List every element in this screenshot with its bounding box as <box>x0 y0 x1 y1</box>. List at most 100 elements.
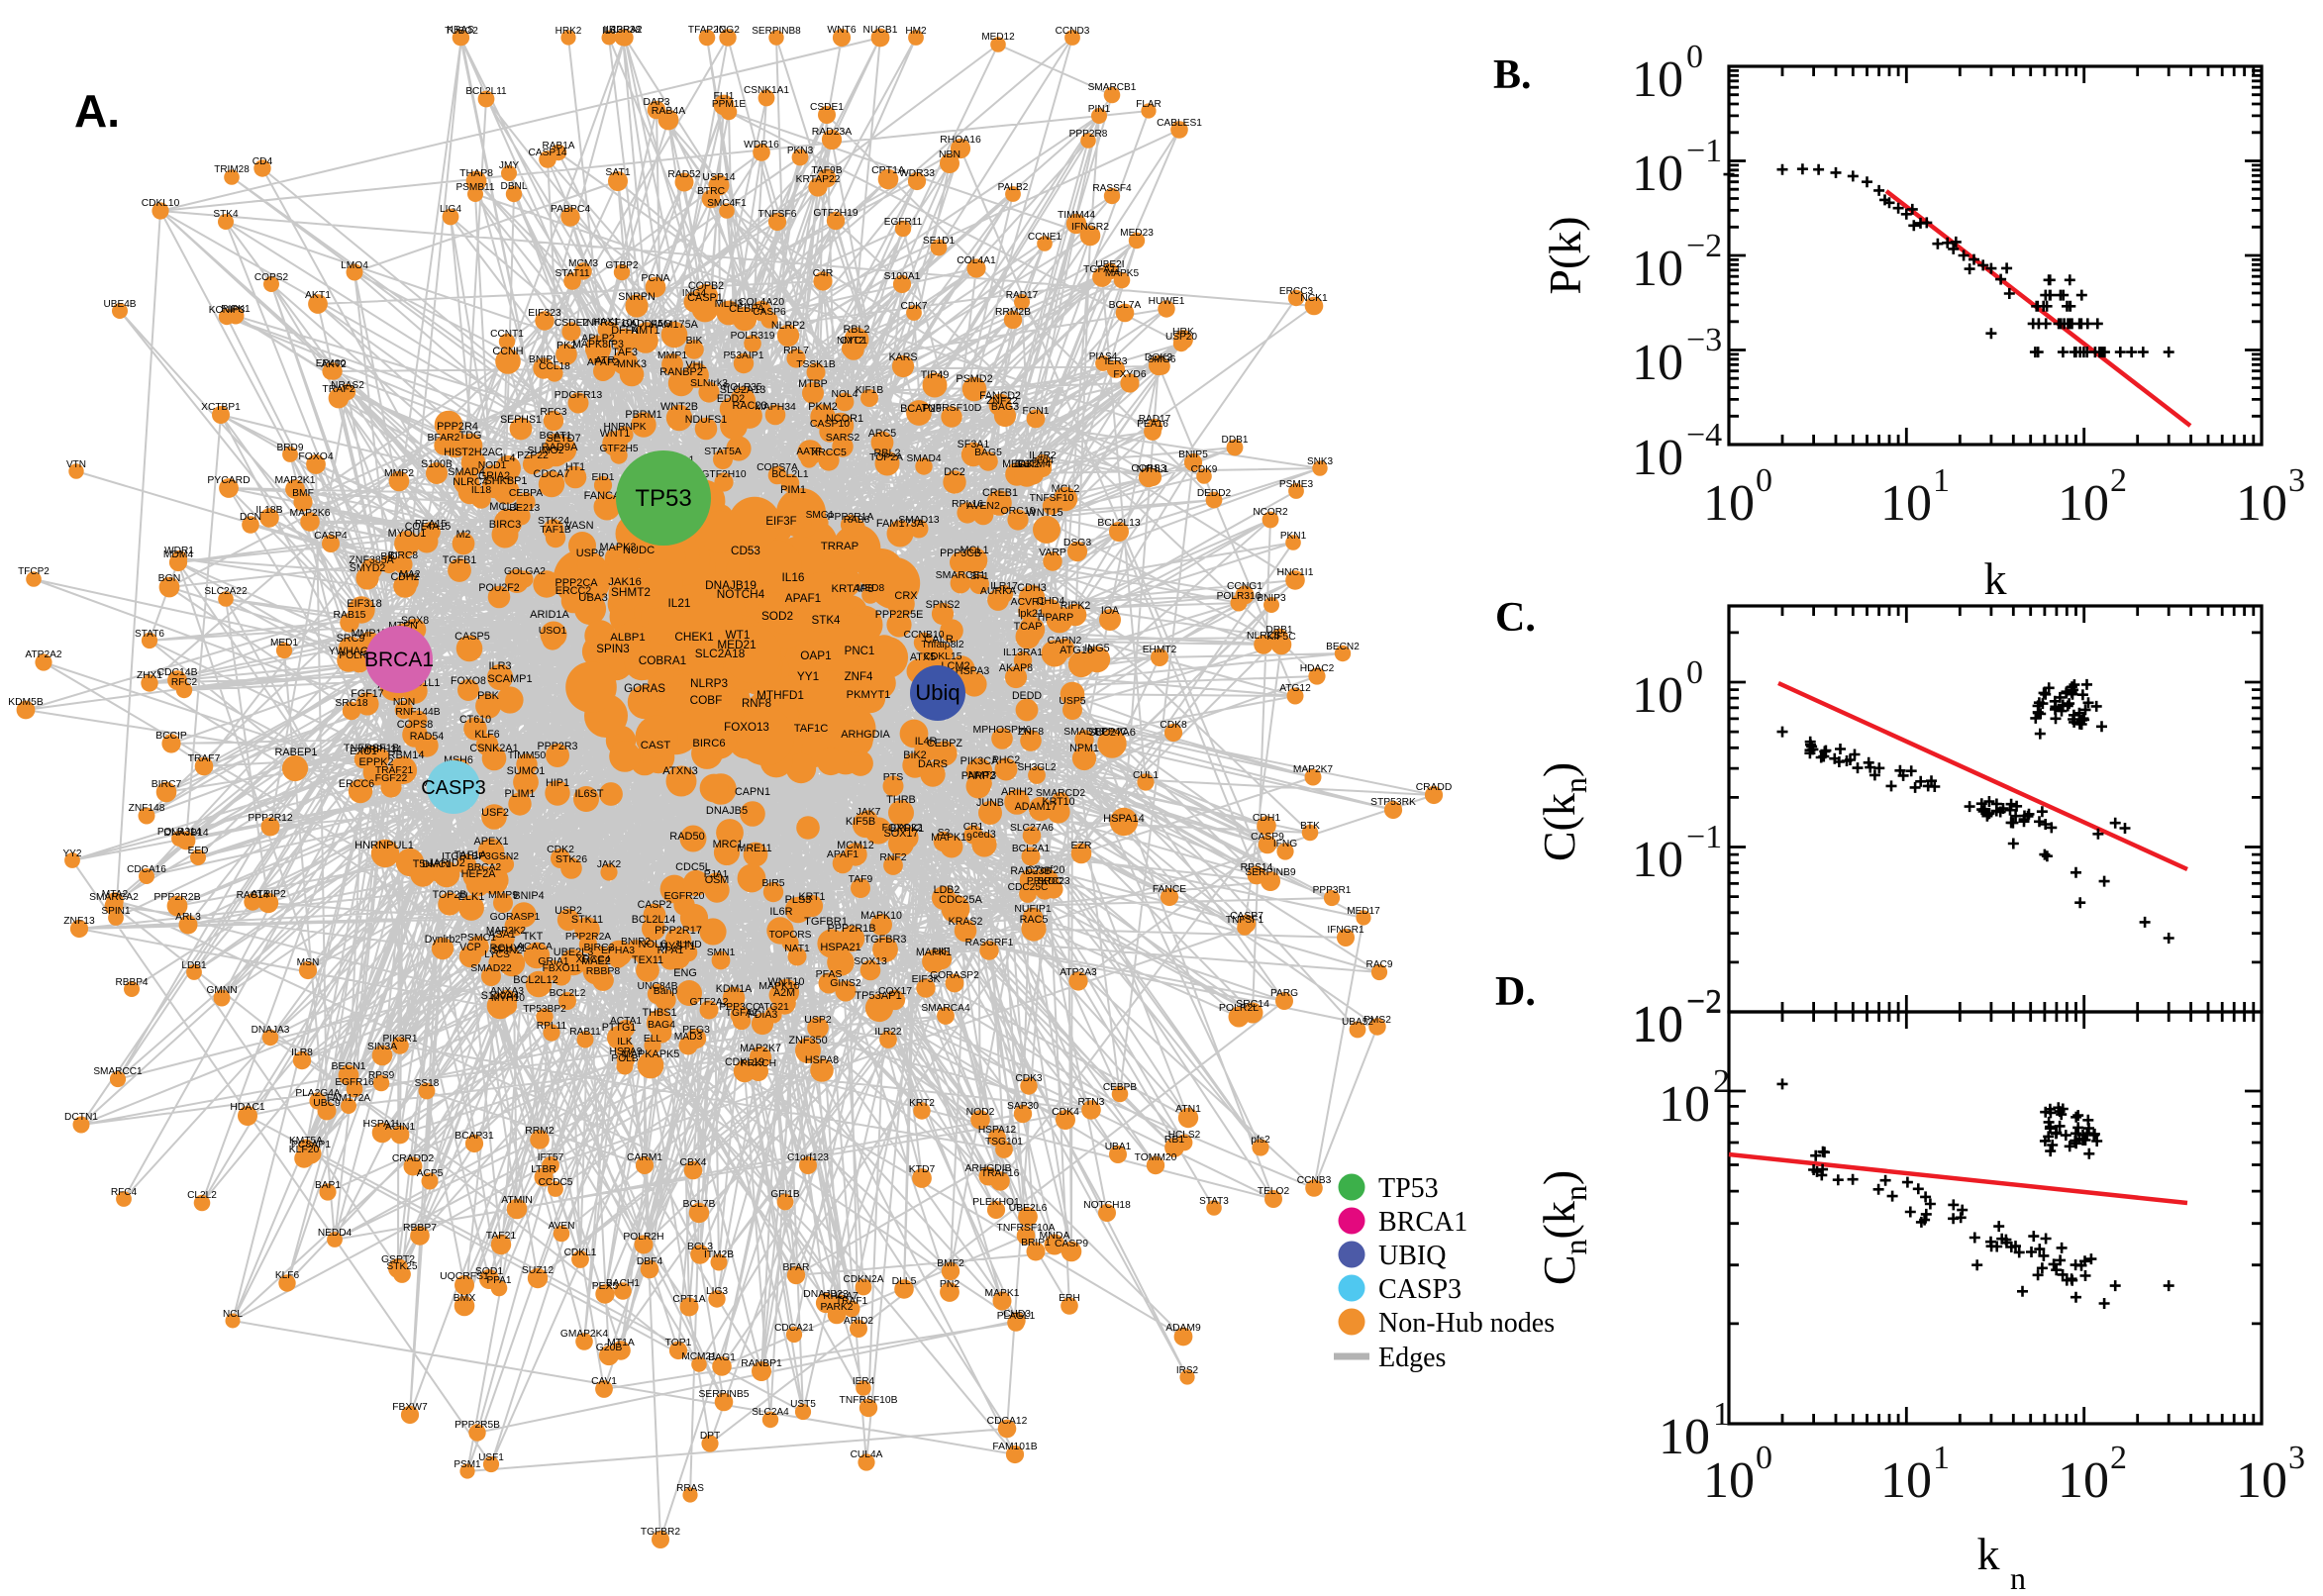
svg-text:DAP3: DAP3 <box>644 97 670 108</box>
svg-text:HNC1I1: HNC1I1 <box>1277 567 1314 578</box>
svg-text:POLR2C: POLR2C <box>339 650 380 661</box>
svg-text:MAP2K2: MAP2K2 <box>486 926 527 937</box>
svg-text:PSMC1: PSMC1 <box>460 932 496 944</box>
svg-text:−2: −2 <box>1686 984 1722 1021</box>
svg-text:THRB: THRB <box>886 794 916 806</box>
svg-text:MSN: MSN <box>297 957 320 968</box>
svg-text:ALBP1: ALBP1 <box>610 632 645 644</box>
svg-text:STK24: STK24 <box>538 515 569 527</box>
svg-text:UBE2L3: UBE2L3 <box>554 947 594 958</box>
svg-text:A2M: A2M <box>773 987 795 999</box>
svg-text:JAK2: JAK2 <box>1014 458 1040 470</box>
svg-text:MRE11: MRE11 <box>737 843 771 854</box>
svg-text:SOX17: SOX17 <box>883 828 918 840</box>
svg-text:Banp: Banp <box>654 985 678 997</box>
svg-text:BCL7A: BCL7A <box>1109 300 1142 311</box>
svg-text:PEA16: PEA16 <box>1137 419 1168 430</box>
svg-text:NOD2: NOD2 <box>966 1107 995 1118</box>
svg-text:PSMB11: PSMB11 <box>455 182 494 193</box>
svg-text:SS18: SS18 <box>415 1078 440 1089</box>
svg-text:PIAS4: PIAS4 <box>1089 351 1118 362</box>
svg-text:SAT1: SAT1 <box>605 167 630 178</box>
svg-text:CRADD: CRADD <box>1416 782 1453 793</box>
svg-text:GSN2: GSN2 <box>491 851 519 862</box>
svg-text:NCK1: NCK1 <box>1300 293 1328 304</box>
svg-text:2: 2 <box>1713 1063 1730 1100</box>
svg-text:−1: −1 <box>1686 133 1722 169</box>
svg-text:CASP7: CASP7 <box>1230 911 1263 922</box>
svg-text:PYCARD: PYCARD <box>207 475 250 486</box>
svg-text:FBXO11: FBXO11 <box>543 963 581 974</box>
svg-text:PRKDC: PRKDC <box>1027 876 1063 887</box>
svg-text:BRCA1: BRCA1 <box>364 648 434 671</box>
svg-text:PTS: PTS <box>883 771 903 783</box>
svg-text:SPIN2: SPIN2 <box>491 945 522 956</box>
svg-text:JAK16: JAK16 <box>608 576 642 588</box>
svg-text:BMF: BMF <box>292 488 314 499</box>
svg-text:TP53AP1: TP53AP1 <box>855 990 901 1002</box>
svg-text:BNIP2: BNIP2 <box>621 937 651 948</box>
svg-text:TNFSF6: TNFSF6 <box>758 209 797 220</box>
svg-text:BNIP5: BNIP5 <box>1178 449 1208 460</box>
svg-text:CSDE1: CSDE1 <box>810 102 844 113</box>
svg-text:MDM4: MDM4 <box>163 549 194 560</box>
svg-text:SUMO1: SUMO1 <box>507 765 546 777</box>
svg-text:RPL11: RPL11 <box>537 1021 567 1032</box>
svg-text:MCM21: MCM21 <box>681 1351 717 1362</box>
svg-text:CDKN2A: CDKN2A <box>844 1274 884 1285</box>
svg-text:UBE2I: UBE2I <box>1095 259 1124 270</box>
svg-text:CDK3: CDK3 <box>1015 1073 1043 1084</box>
svg-text:LMO4: LMO4 <box>341 260 368 271</box>
svg-text:2: 2 <box>2110 1440 2127 1476</box>
svg-text:COBF: COBF <box>690 693 723 707</box>
svg-text:SPIN1: SPIN1 <box>101 906 131 917</box>
svg-text:HEF2A: HEF2A <box>461 868 497 880</box>
svg-text:CR1: CR1 <box>963 822 984 833</box>
svg-text:RTN3: RTN3 <box>1078 1097 1105 1108</box>
svg-text:MED23: MED23 <box>1120 228 1154 239</box>
svg-text:UBE4B: UBE4B <box>103 299 136 310</box>
svg-text:MYST1: MYST1 <box>659 941 695 952</box>
svg-text:JMY: JMY <box>499 160 519 171</box>
svg-text:CDC25A: CDC25A <box>939 894 982 906</box>
svg-text:MAE2: MAE2 <box>581 955 611 967</box>
svg-text:PPP2R1B: PPP2R1B <box>827 923 875 935</box>
svg-text:ZHX1: ZHX1 <box>137 670 162 681</box>
svg-text:DEDD: DEDD <box>1012 690 1042 702</box>
svg-text:CEBPZ: CEBPZ <box>927 738 962 749</box>
svg-text:BCL7B: BCL7B <box>683 1199 716 1210</box>
svg-text:PIK3R1: PIK3R1 <box>382 1034 417 1045</box>
svg-text:ATRIP2: ATRIP2 <box>251 889 286 900</box>
svg-text:RPS14: RPS14 <box>1241 862 1273 873</box>
svg-text:RPL16: RPL16 <box>952 498 983 510</box>
svg-text:HRK2: HRK2 <box>556 26 582 37</box>
svg-text:TELO2: TELO2 <box>1258 1186 1290 1197</box>
svg-text:NUCB1: NUCB1 <box>863 25 898 36</box>
svg-text:HIST2H2AC: HIST2H2AC <box>444 447 503 458</box>
svg-text:MCL1: MCL1 <box>489 501 519 513</box>
svg-text:DRB1: DRB1 <box>1265 625 1293 636</box>
svg-text:DC2: DC2 <box>944 466 964 478</box>
svg-text:WDR16: WDR16 <box>744 140 779 150</box>
svg-text:COX17: COX17 <box>878 986 912 997</box>
svg-text:EED: EED <box>188 846 209 856</box>
svg-text:USP6: USP6 <box>576 548 604 559</box>
svg-text:FGF22: FGF22 <box>375 772 408 784</box>
svg-text:SMARCC1: SMARCC1 <box>93 1066 143 1077</box>
svg-text:10: 10 <box>1880 1452 1932 1509</box>
svg-text:PLIM1: PLIM1 <box>505 788 536 800</box>
svg-text:FAM101B: FAM101B <box>992 1442 1037 1452</box>
svg-text:KLF20: KLF20 <box>289 1145 320 1155</box>
svg-text:BCL2L12: BCL2L12 <box>513 974 557 986</box>
svg-text:PK2: PK2 <box>556 340 576 351</box>
svg-text:TIPARP: TIPARP <box>1036 612 1074 624</box>
svg-text:RB1: RB1 <box>1164 1135 1184 1146</box>
svg-text:ZNF4: ZNF4 <box>845 671 873 683</box>
svg-text:BAG1: BAG1 <box>708 1352 736 1363</box>
svg-text:PPP2CA: PPP2CA <box>556 577 599 589</box>
svg-text:PPP2R12: PPP2R12 <box>248 813 292 824</box>
svg-text:AKT2: AKT2 <box>321 359 347 370</box>
svg-text:S2: S2 <box>938 828 951 839</box>
svg-text:SOD1: SOD1 <box>475 1266 504 1277</box>
svg-text:STAT5A: STAT5A <box>704 447 742 457</box>
